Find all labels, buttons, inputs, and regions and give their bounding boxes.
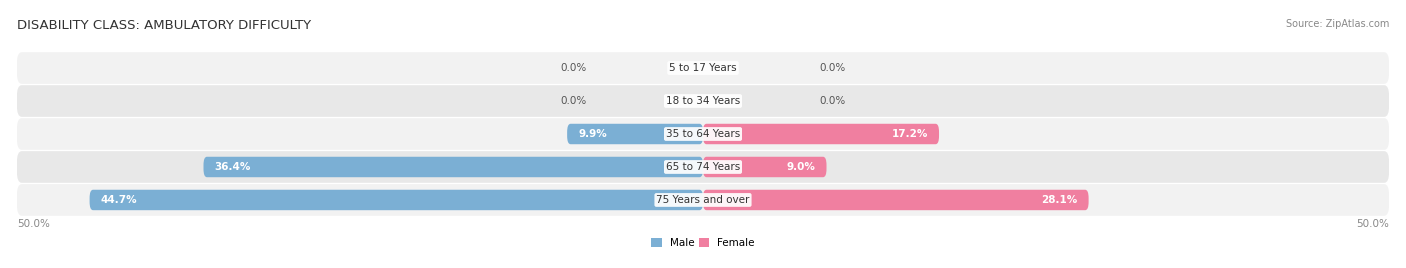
FancyBboxPatch shape	[90, 190, 703, 210]
FancyBboxPatch shape	[17, 151, 1389, 183]
FancyBboxPatch shape	[17, 118, 1389, 150]
Text: 50.0%: 50.0%	[1357, 219, 1389, 229]
Text: 9.9%: 9.9%	[578, 129, 607, 139]
Text: 0.0%: 0.0%	[820, 63, 846, 73]
Text: 28.1%: 28.1%	[1042, 195, 1077, 205]
FancyBboxPatch shape	[703, 190, 1088, 210]
FancyBboxPatch shape	[703, 157, 827, 177]
Text: 17.2%: 17.2%	[891, 129, 928, 139]
Text: 0.0%: 0.0%	[560, 63, 586, 73]
Text: 18 to 34 Years: 18 to 34 Years	[666, 96, 740, 106]
FancyBboxPatch shape	[703, 124, 939, 144]
Legend: Male, Female: Male, Female	[647, 234, 759, 252]
Text: 65 to 74 Years: 65 to 74 Years	[666, 162, 740, 172]
FancyBboxPatch shape	[17, 85, 1389, 117]
Text: 44.7%: 44.7%	[101, 195, 138, 205]
Text: Source: ZipAtlas.com: Source: ZipAtlas.com	[1285, 19, 1389, 29]
Text: 5 to 17 Years: 5 to 17 Years	[669, 63, 737, 73]
Text: DISABILITY CLASS: AMBULATORY DIFFICULTY: DISABILITY CLASS: AMBULATORY DIFFICULTY	[17, 19, 311, 32]
Text: 9.0%: 9.0%	[786, 162, 815, 172]
Text: 35 to 64 Years: 35 to 64 Years	[666, 129, 740, 139]
FancyBboxPatch shape	[17, 184, 1389, 216]
FancyBboxPatch shape	[204, 157, 703, 177]
Text: 0.0%: 0.0%	[820, 96, 846, 106]
Text: 50.0%: 50.0%	[17, 219, 49, 229]
Text: 36.4%: 36.4%	[215, 162, 250, 172]
Text: 75 Years and over: 75 Years and over	[657, 195, 749, 205]
FancyBboxPatch shape	[17, 52, 1389, 84]
Text: 0.0%: 0.0%	[560, 96, 586, 106]
FancyBboxPatch shape	[567, 124, 703, 144]
